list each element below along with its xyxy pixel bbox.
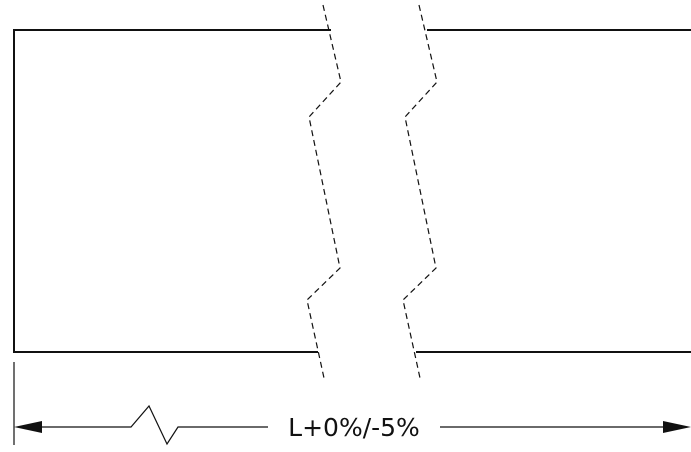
part-right-section xyxy=(416,29,691,353)
part-left-section xyxy=(13,29,331,353)
dimension-line xyxy=(14,404,691,446)
break-line-left xyxy=(306,4,342,379)
dimension-line-left-segment xyxy=(40,404,268,446)
break-line-right xyxy=(402,4,438,379)
dimension-label: L+0%/-5% xyxy=(288,413,420,442)
dimension-arrow-left xyxy=(14,421,42,433)
dimension-arrow-right xyxy=(663,421,691,433)
